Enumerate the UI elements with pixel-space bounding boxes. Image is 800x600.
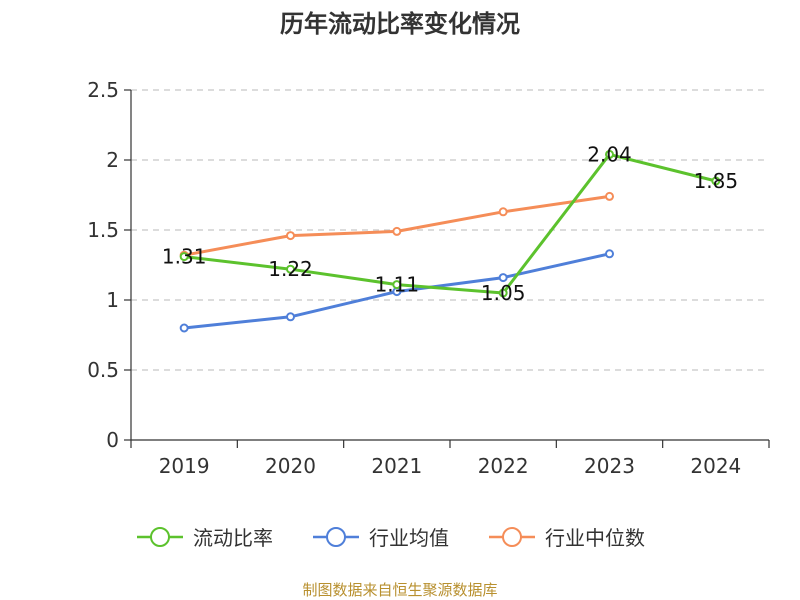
- y-tick-label: 0.5: [87, 358, 119, 382]
- chart-title: 历年流动比率变化情况: [280, 10, 520, 38]
- data-point: [605, 249, 614, 259]
- y-tick-label: 1: [106, 288, 119, 312]
- x-tick-label: 2023: [584, 454, 635, 478]
- data-point: [286, 231, 295, 241]
- series-layer: [179, 149, 721, 333]
- series-line-0: [182, 152, 718, 295]
- legend-label: 流动比率: [193, 526, 273, 550]
- x-tick-label: 2020: [265, 454, 316, 478]
- grid-layer: [131, 89, 769, 371]
- data-point: [498, 273, 508, 283]
- y-tick-label: 0: [106, 428, 119, 452]
- y-tick-label: 1.5: [87, 218, 119, 242]
- data-label: 1.11: [375, 273, 420, 297]
- legend-label: 行业中位数: [545, 526, 645, 550]
- legend-item: 流动比率: [137, 526, 273, 550]
- source-note: 制图数据来自恒生聚源数据库: [302, 581, 497, 599]
- data-label: 1.85: [694, 169, 739, 193]
- data-point: [498, 207, 508, 217]
- legend-swatch-marker: [150, 527, 170, 547]
- data-point: [711, 176, 721, 186]
- x-tick-label: 2021: [371, 454, 422, 478]
- data-point: [286, 264, 295, 274]
- axis-layer: 0 0.5 1 1.5 2 2.5 2019 2020 2021 2022 2023 2024: [87, 78, 770, 478]
- data-point: [179, 323, 189, 333]
- legend: 流动比率 行业均值 行业中位数: [137, 526, 645, 550]
- data-label: 1.22: [268, 257, 313, 281]
- data-label-layer: 1.31 1.22 1.11 1.05 2.04 1.85: [162, 142, 738, 305]
- x-tick-label: 2019: [159, 454, 210, 478]
- data-point: [605, 191, 614, 201]
- y-tick-label: 2.5: [87, 78, 119, 102]
- data-point: [605, 149, 614, 159]
- x-tick-label: 2022: [478, 454, 529, 478]
- data-point: [286, 312, 295, 322]
- data-point: [498, 288, 508, 298]
- legend-label: 行业均值: [369, 526, 449, 550]
- y-tick-label: 2: [106, 148, 119, 172]
- data-point: [392, 280, 402, 290]
- data-label: 2.04: [587, 142, 632, 166]
- legend-swatch-marker: [326, 527, 346, 547]
- data-point: [179, 252, 189, 262]
- x-tick-label: 2024: [690, 454, 741, 478]
- legend-item: 行业中位数: [489, 526, 645, 550]
- data-label: 1.31: [162, 245, 207, 269]
- legend-item: 行业均值: [313, 526, 449, 550]
- series-line-2: [182, 194, 611, 257]
- legend-swatch-marker: [502, 527, 522, 547]
- data-label: 1.05: [481, 281, 526, 305]
- data-point: [392, 226, 402, 236]
